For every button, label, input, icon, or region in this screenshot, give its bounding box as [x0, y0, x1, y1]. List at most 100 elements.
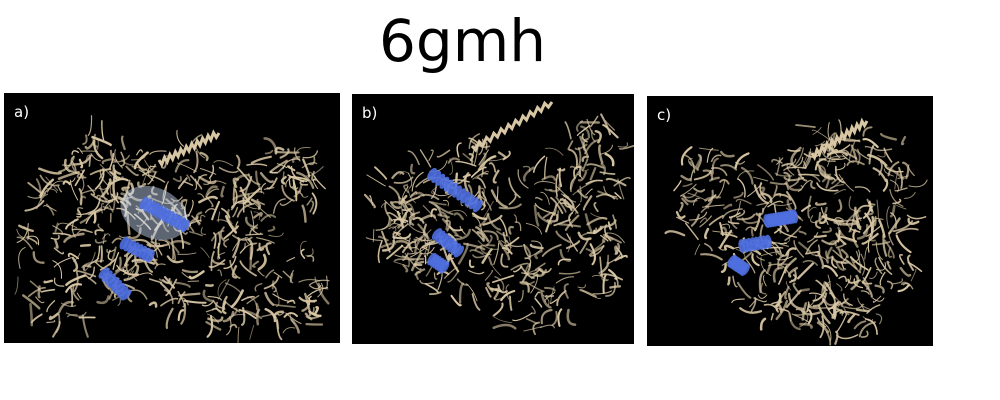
ribbon-segment	[81, 314, 89, 338]
ribbon-segment	[773, 246, 785, 257]
ribbon-segment	[855, 308, 870, 313]
highlight-helix-turn	[176, 217, 187, 231]
ribbon-segment	[783, 176, 805, 182]
highlight-helix-turn	[138, 245, 148, 259]
ribbon-segment	[272, 293, 295, 302]
ribbon-segment	[377, 235, 389, 242]
ribbon-segment	[558, 167, 563, 187]
ribbon-segment	[302, 158, 311, 178]
ribbon-segment	[265, 242, 272, 256]
ribbon-segment	[419, 149, 432, 168]
ribbon-segment	[293, 183, 303, 198]
ribbon-segment	[808, 206, 817, 212]
ribbon-segment	[87, 257, 100, 266]
ribbon-segment	[313, 306, 320, 316]
ribbon-segment	[99, 258, 117, 271]
ribbon-segment	[784, 285, 790, 300]
ribbon-segment	[531, 305, 536, 315]
ribbon-segment	[120, 135, 126, 151]
ribbon-segment	[534, 181, 556, 185]
ribbon-segment	[614, 242, 621, 256]
ribbon-segment	[116, 207, 136, 220]
ribbon-segment	[836, 334, 859, 340]
ribbon-segment	[841, 153, 855, 163]
ribbon-segment	[545, 147, 564, 156]
ribbon-segment	[679, 201, 684, 212]
panel-label-b: b)	[362, 104, 378, 122]
ribbon-segment	[878, 161, 883, 176]
ribbon-segment	[854, 186, 871, 193]
ribbon-segment	[271, 283, 277, 293]
ribbon-segment	[479, 187, 485, 197]
ribbon-segment	[834, 330, 839, 345]
ribbon-segment	[392, 233, 412, 240]
ribbon-segment	[170, 238, 175, 260]
ribbon-segment	[400, 203, 404, 215]
ribbon-segment	[112, 251, 120, 270]
highlight-helix-turn	[472, 200, 483, 213]
ribbon-segment	[706, 147, 714, 163]
ribbon-segment	[783, 257, 797, 274]
ribbon-segment	[500, 253, 509, 268]
ribbon-segment	[492, 315, 513, 324]
ribbon-segment	[454, 228, 472, 241]
ribbon-segment	[131, 238, 152, 248]
ribbon-segment	[732, 275, 738, 288]
ribbon-segment	[821, 321, 832, 341]
ribbon-segment	[50, 234, 60, 240]
ribbon-segment	[406, 222, 424, 234]
ribbon-segment	[110, 193, 120, 204]
ribbon-segment	[604, 234, 622, 244]
ribbon-segment	[798, 230, 807, 236]
ribbon-segment	[807, 309, 813, 325]
ribbon-segment	[756, 255, 765, 261]
ribbon-segment	[910, 268, 917, 282]
ribbon-segment	[73, 271, 79, 292]
ribbon-segment	[484, 270, 494, 281]
ribbon-segment	[257, 253, 267, 271]
ribbon-segment	[879, 271, 886, 286]
ribbon-segment	[852, 229, 859, 248]
ribbon-segment	[307, 286, 329, 297]
ribbon-segment	[366, 174, 386, 187]
highlight-helix-turn	[150, 202, 160, 216]
ribbon-segment	[498, 203, 522, 210]
ribbon-segment	[217, 252, 226, 260]
ribbon-segment	[493, 242, 500, 265]
ribbon-segment	[77, 228, 87, 234]
ribbon-segment	[481, 248, 493, 264]
ribbon-segment	[233, 173, 250, 185]
ribbon-segment	[128, 182, 135, 196]
ribbon-segment	[226, 209, 233, 225]
ribbon-segment	[210, 230, 225, 242]
ribbon-segment	[548, 183, 561, 193]
ribbon-segment	[827, 177, 844, 191]
ribbon-segment	[106, 248, 116, 253]
ribbon-segment	[889, 179, 899, 193]
ribbon-segment	[298, 296, 318, 303]
ribbon-segment	[599, 171, 616, 175]
ribbon-segment	[894, 203, 907, 210]
ribbon-segment	[600, 234, 609, 242]
ribbon-segment	[35, 178, 42, 202]
ribbon-segment	[428, 149, 434, 161]
ribbon-segment	[805, 239, 818, 254]
ribbon-segment	[423, 254, 427, 265]
ribbon-segment	[305, 315, 320, 320]
helix-rod	[470, 100, 554, 153]
ribbon-segment	[505, 236, 520, 247]
ribbon-segment	[774, 172, 793, 177]
highlight-helix-turn	[740, 263, 750, 276]
ribbon-segment	[551, 310, 558, 327]
ribbon-segment	[581, 155, 590, 163]
ribbon-segment	[786, 166, 807, 169]
ribbon-segment	[525, 318, 538, 324]
ribbon-segment	[158, 278, 173, 285]
ribbon-segment	[598, 144, 604, 164]
ribbon-segment	[16, 223, 29, 243]
ribbon-segment	[719, 178, 730, 185]
ribbon-segment	[680, 191, 698, 199]
highlight-helix-turn	[139, 196, 149, 210]
ribbon-segment	[419, 214, 436, 222]
highlight-helix-turn	[439, 261, 450, 274]
